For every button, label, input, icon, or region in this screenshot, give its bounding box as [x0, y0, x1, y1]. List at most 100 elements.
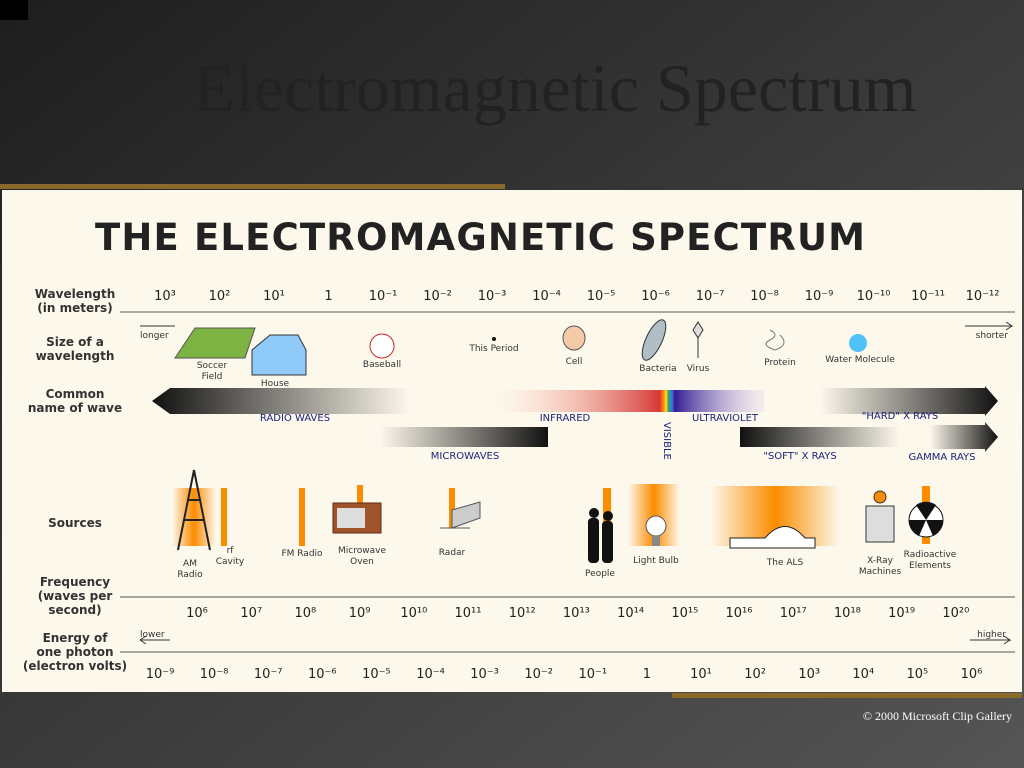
source-label: Radar [439, 548, 466, 558]
source-label: Light Bulb [633, 556, 679, 566]
wave-label: GAMMA RAYS [909, 452, 976, 463]
source-label: People [585, 569, 615, 579]
house-icon [251, 334, 307, 376]
row-label: Common [46, 387, 105, 401]
radio-band [152, 388, 410, 414]
energy-tick: 10⁻⁵ [362, 667, 391, 682]
infrared-band [495, 390, 665, 412]
source-label: Microwave [338, 546, 386, 556]
wavelength-tick: 10⁻⁵ [587, 289, 616, 304]
energy-tick: 10⁻⁷ [254, 667, 283, 682]
source-band [172, 488, 216, 546]
row-label: wavelength [36, 349, 115, 363]
size-label: Field [202, 372, 223, 382]
oven-window [337, 508, 365, 528]
virus-icon [692, 321, 704, 358]
wavelength-tick: 10⁻¹⁰ [857, 289, 891, 304]
row-label: (in meters) [37, 301, 112, 315]
hard-xray-band [820, 386, 998, 416]
energy-tick: 10⁻¹ [578, 667, 607, 682]
energy-tick: 10⁻³ [470, 667, 499, 682]
source-label: FM Radio [281, 549, 323, 559]
size-label: Baseball [363, 360, 401, 370]
frequency-tick: 10¹¹ [455, 606, 482, 621]
size-label: Virus [687, 364, 710, 374]
energy-tick: 10² [744, 667, 766, 682]
wave-label: "SOFT" X RAYS [763, 451, 836, 462]
wave-label: VISIBLE [661, 422, 672, 460]
source-label: Elements [909, 561, 951, 571]
wave-label: ULTRAVIOLET [692, 413, 759, 424]
energy-tick: 10⁻⁹ [146, 667, 175, 682]
wavelength-tick: 10⁻¹² [966, 289, 1000, 304]
soft-xray-band [740, 427, 900, 447]
wavelength-tick: 10¹ [263, 289, 285, 304]
wavelength-tick: 10² [209, 289, 231, 304]
frequency-tick: 10¹⁰ [400, 606, 427, 621]
slide-title: Electromagnetic Spectrum [193, 50, 916, 126]
size-label: This Period [468, 344, 518, 354]
xray-head [873, 490, 887, 504]
water-icon [849, 334, 867, 352]
decor-strip [0, 184, 505, 189]
energy-tick: 10⁻² [524, 667, 553, 682]
wavelength-tick: 10⁻¹ [369, 289, 398, 304]
source-label: X-Ray [867, 556, 894, 566]
row-label: second) [48, 603, 101, 617]
energy-tick: 10⁴ [852, 667, 874, 682]
cell-icon [562, 325, 586, 351]
diagram-heading: THE ELECTROMAGNETIC SPECTRUM [95, 216, 865, 259]
source-label: Radioactive [904, 550, 957, 560]
frequency-tick: 10²⁰ [942, 606, 969, 621]
energy-tick: 10¹ [690, 667, 712, 682]
direction-label: higher [977, 630, 1006, 640]
size-label: Soccer [197, 361, 228, 371]
source-label: Machines [859, 567, 902, 577]
microwave-band [380, 427, 548, 447]
frequency-tick: 10¹⁵ [671, 606, 698, 621]
direction-label: shorter [976, 331, 1009, 341]
frequency-tick: 10⁸ [295, 606, 317, 621]
size-label: Protein [764, 358, 796, 368]
frequency-tick: 10¹⁹ [888, 606, 915, 621]
radioactive-symbol [908, 501, 944, 536]
als-icon [729, 526, 816, 549]
source-band [221, 488, 227, 546]
frequency-tick: 10¹² [509, 606, 536, 621]
row-label: Sources [48, 516, 102, 530]
wavelength-tick: 10⁻³ [478, 289, 507, 304]
wavelength-tick: 1 [324, 289, 332, 304]
protein-icon [765, 329, 785, 351]
credit: © 2000 Microsoft Clip Gallery [863, 709, 1012, 723]
bacteria-icon [641, 319, 667, 361]
gamma-band [930, 422, 998, 452]
source-label: rf [227, 546, 235, 556]
frequency-tick: 10¹³ [563, 606, 590, 621]
source-label: AM [183, 559, 197, 569]
direction-arrows [139, 321, 1014, 645]
energy-tick: 1 [643, 667, 651, 682]
wavelength-tick: 10⁻² [423, 289, 452, 304]
frequency-tick: 10¹⁷ [780, 606, 807, 621]
row-label: Size of a [46, 335, 104, 349]
source-band [299, 488, 305, 546]
xray-icon [865, 505, 895, 543]
frequency-tick: 10⁹ [349, 606, 371, 621]
row-label: Wavelength [35, 287, 116, 301]
direction-label: longer [140, 331, 169, 341]
wave-label: "HARD" X RAYS [862, 411, 938, 422]
wavelength-tick: 10⁻⁹ [805, 289, 834, 304]
row-label: (waves per [38, 589, 113, 603]
wavelength-tick: 10³ [154, 289, 176, 304]
people-icon [588, 508, 613, 563]
frequency-tick: 10⁷ [240, 606, 262, 621]
wave-label: RADIO WAVES [260, 413, 330, 424]
wavelength-tick: 10⁻¹¹ [911, 289, 945, 304]
direction-label: lower [140, 630, 165, 640]
source-label: Cavity [216, 557, 245, 567]
bulb-icon [645, 515, 667, 537]
wavelength-tick: 10⁻⁷ [696, 289, 725, 304]
row-label: one photon [36, 645, 113, 659]
source-band [449, 488, 455, 528]
